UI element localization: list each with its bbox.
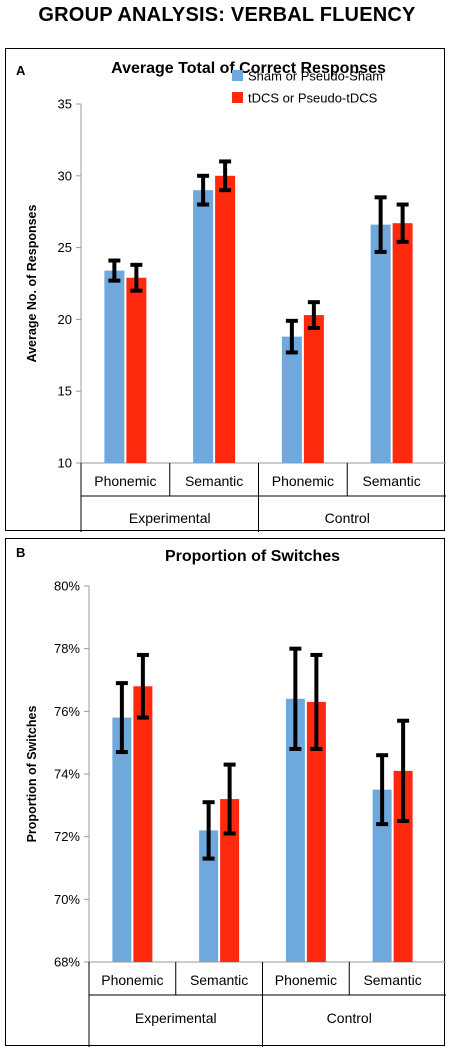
bar-sham <box>193 190 214 463</box>
page-title: GROUP ANALYSIS: VERBAL FLUENCY <box>38 4 416 26</box>
legend-label: tDCS or Pseudo-tDCS <box>248 91 378 106</box>
y-tick-label: 15 <box>58 384 72 399</box>
bar-sham <box>372 789 392 962</box>
x-category-label: Phonemic <box>94 473 156 489</box>
bar-tdcs <box>303 315 324 463</box>
chart-title: Proportion of Switches <box>165 548 340 565</box>
y-axis-label: Proportion of Switches <box>25 706 39 843</box>
x-category-label: Semantic <box>363 972 421 988</box>
bar-tdcs <box>392 223 413 463</box>
y-tick-label: 70% <box>54 892 80 907</box>
y-tick-label: 20 <box>58 312 72 327</box>
x-group-label: Experimental <box>129 510 211 526</box>
x-category-label: Phonemic <box>101 972 163 988</box>
x-category-label: Phonemic <box>272 473 334 489</box>
y-tick-label: 72% <box>54 829 80 844</box>
x-group-label: Control <box>327 1010 372 1026</box>
x-group-label: Experimental <box>135 1010 217 1026</box>
y-tick-label: 80% <box>54 579 80 594</box>
legend-swatch <box>232 70 243 81</box>
bar-tdcs <box>220 799 240 962</box>
y-tick-label: 25 <box>58 240 72 255</box>
x-category-label: Semantic <box>190 972 248 988</box>
panel-letter: A <box>16 63 26 78</box>
chart-b-svg: B Proportion of Switches Proportion of Swi… <box>16 545 446 1047</box>
y-tick-label: 76% <box>54 704 80 719</box>
x-category-label: Semantic <box>185 473 243 489</box>
y-tick-label: 78% <box>54 641 80 656</box>
bar-tdcs <box>393 770 413 962</box>
bar-sham <box>370 224 391 463</box>
y-tick-label: 30 <box>58 168 72 183</box>
x-category-label: Phonemic <box>275 972 337 988</box>
chart-panel-b: B Proportion of Switches Proportion of Swi… <box>5 538 446 1047</box>
chart-a-svg: A Average Total of Correct Responses Avera… <box>16 60 446 532</box>
bar-tdcs <box>215 175 236 464</box>
bar-sham <box>285 698 305 962</box>
x-group-label: Control <box>325 510 370 526</box>
y-tick-label: 74% <box>54 767 80 782</box>
bar-sham <box>112 717 132 962</box>
bar-sham <box>104 270 125 463</box>
bar-tdcs <box>126 277 147 463</box>
x-category-label: Semantic <box>362 473 420 489</box>
y-tick-label: 35 <box>58 97 72 112</box>
y-tick-label: 68% <box>54 955 80 970</box>
y-tick-label: 10 <box>58 456 72 471</box>
chart-title: Average Total of Correct Responses <box>111 60 386 77</box>
chart-panel-a: A Average Total of Correct Responses Avera… <box>5 48 446 532</box>
legend-swatch <box>232 92 243 103</box>
y-axis-label: Average No. of Responses <box>25 204 39 362</box>
bar-tdcs <box>306 701 326 962</box>
bar-sham <box>281 336 302 463</box>
bar-sham <box>199 830 219 962</box>
bar-tdcs <box>133 686 153 962</box>
panel-letter: B <box>16 545 25 560</box>
legend-label: Sham or Pseudo-Sham <box>248 69 383 84</box>
